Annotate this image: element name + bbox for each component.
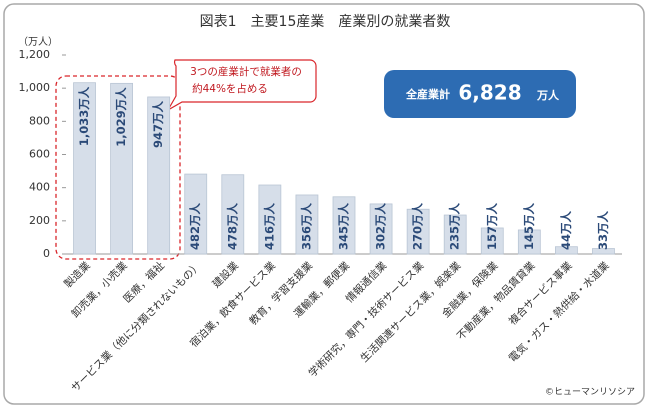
bar: [184, 173, 208, 255]
annotation: 約44%を占める: [192, 82, 268, 95]
y-unit: （万人）: [18, 36, 58, 48]
bar: [555, 246, 578, 255]
bar: [221, 174, 245, 255]
bar: [295, 194, 319, 255]
bar: [480, 227, 504, 255]
value-label: 157万人: [485, 202, 499, 250]
bar: [592, 248, 615, 255]
value-label: 478万人: [225, 202, 239, 250]
value-label: 145万人: [522, 202, 536, 250]
y-tick-label: 0: [43, 247, 50, 260]
highlight-box: [55, 75, 181, 260]
value-label: 482万人: [188, 202, 202, 250]
value-label: 44万人: [559, 210, 573, 250]
y-tick-label: 1,200: [19, 48, 51, 61]
value-label: 1,029万人: [114, 87, 128, 147]
bar: [517, 229, 541, 255]
annotation: 3つの産業計で就業者の: [190, 65, 302, 78]
value-label: 1,033万人: [77, 86, 91, 146]
total-value: 6,828: [458, 81, 521, 105]
bar: [369, 203, 393, 255]
value-label: 947万人: [151, 100, 165, 148]
chart-title: 図表1 主要15産業 産業別の就業者数: [200, 14, 451, 30]
bar: [73, 82, 96, 255]
y-tick-label: 600: [29, 148, 50, 161]
value-label: 270万人: [411, 202, 425, 250]
bar: [258, 184, 282, 255]
value-label: 416万人: [262, 202, 276, 250]
value-label: 33万人: [596, 210, 610, 250]
y-tick-label: 800: [29, 114, 50, 127]
credit: ©ヒューマンリソシア: [545, 387, 635, 398]
value-label: 302万人: [374, 202, 388, 250]
total-unit: 万人: [536, 88, 560, 102]
y-tick-label: 200: [29, 214, 50, 227]
bar: [443, 214, 467, 255]
value-label: 356万人: [299, 202, 313, 250]
callout: [166, 59, 317, 112]
bar: [332, 196, 356, 255]
bar: [147, 96, 171, 255]
value-label: 345万人: [337, 202, 351, 250]
card: [3, 3, 645, 405]
y-tick-label: 1,000: [19, 81, 51, 94]
y-tick-label: 400: [29, 181, 50, 194]
bar: [406, 208, 430, 255]
value-label: 235万人: [448, 202, 462, 250]
total-label: 全産業計: [405, 87, 450, 101]
total-box: [384, 70, 576, 118]
bar: [110, 82, 133, 255]
